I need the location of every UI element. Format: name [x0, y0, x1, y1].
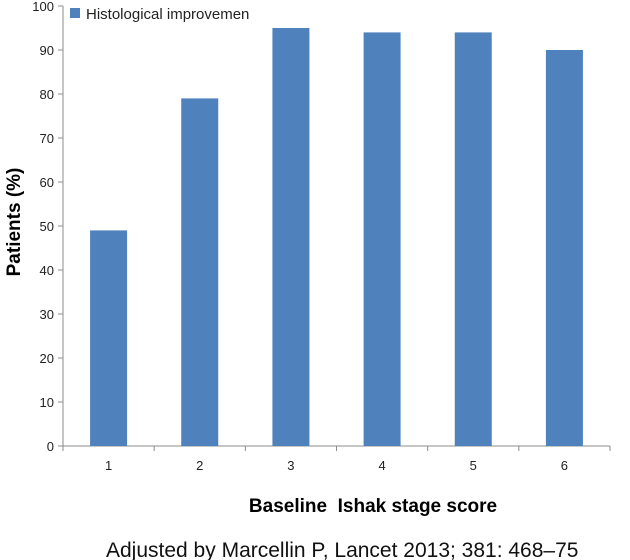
y-tick-label: 0	[47, 439, 54, 454]
bar	[90, 230, 128, 446]
x-tick-label: 4	[378, 458, 385, 473]
y-axis: 0 10 20 30 40 50 60 70 80 90 100	[32, 0, 64, 454]
y-tick-label: 50	[40, 219, 54, 234]
legend-swatch	[70, 8, 80, 18]
x-axis-title: Baseline Ishak stage score	[249, 496, 497, 517]
bar	[272, 28, 310, 446]
y-tick-label: 20	[40, 351, 54, 366]
x-tick-label: 1	[105, 458, 112, 473]
bar	[363, 32, 401, 447]
source-footnote: Adjusted by Marcellin P, Lancet 2013; 38…	[106, 539, 578, 560]
y-tick-label: 90	[40, 43, 54, 58]
y-tick-label: 30	[40, 307, 54, 322]
legend: Histological improvemen	[70, 6, 249, 23]
bar	[545, 50, 583, 446]
y-axis-title: Patients (%)	[4, 168, 25, 277]
x-tick-label: 3	[287, 458, 294, 473]
y-tick-label: 60	[40, 175, 54, 190]
bar	[181, 98, 219, 447]
bar-series	[90, 28, 583, 447]
y-tick-label: 40	[40, 263, 54, 278]
x-tick-label: 2	[196, 458, 203, 473]
x-axis: 1 2 3 4 5 6	[62, 445, 611, 473]
y-tick-label: 70	[40, 131, 54, 146]
y-tick-label: 100	[32, 0, 54, 14]
y-tick-label: 10	[40, 395, 54, 410]
x-tick-label: 5	[470, 458, 477, 473]
legend-label: Histological improvemen	[86, 6, 249, 23]
x-tick-label: 6	[561, 458, 568, 473]
bar	[454, 32, 492, 447]
y-tick-label: 80	[40, 87, 54, 102]
